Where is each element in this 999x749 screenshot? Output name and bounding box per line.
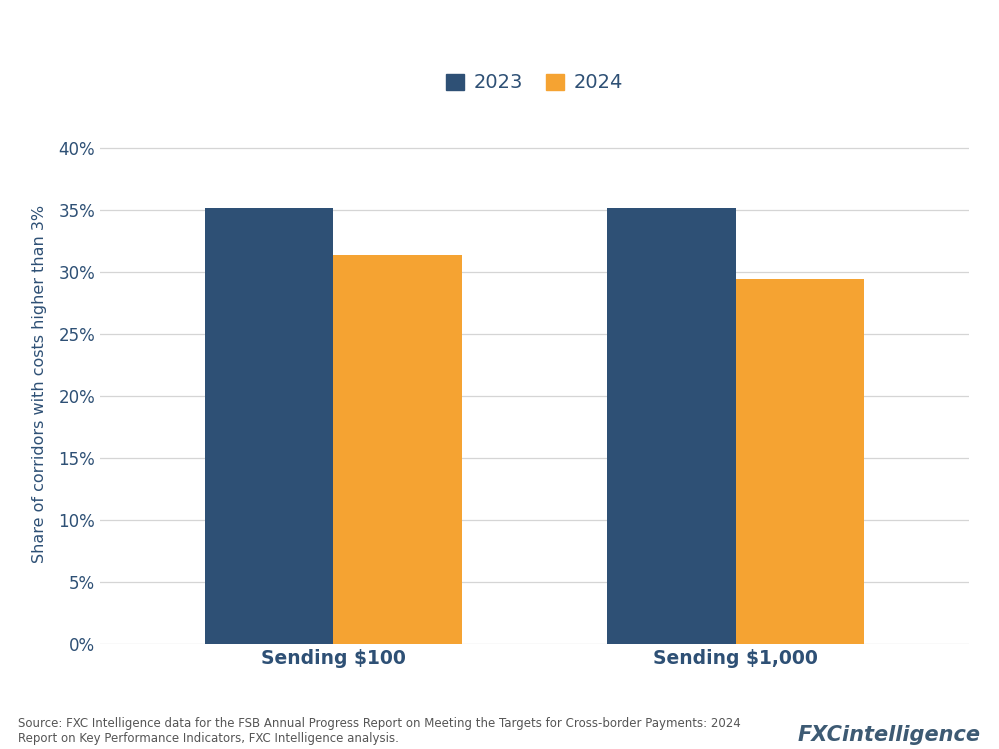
Y-axis label: Share of corridors with costs higher than 3%: Share of corridors with costs higher tha… <box>32 204 47 563</box>
Bar <box>735 279 864 644</box>
Text: Source: FXC Intelligence data for the FSB Annual Progress Report on Meeting the : Source: FXC Intelligence data for the FS… <box>18 718 740 745</box>
Bar <box>606 208 735 644</box>
Legend: 2023, 2024: 2023, 2024 <box>439 66 630 100</box>
Text: Less P2B payment corridors had >3% average costs in 2024: Less P2B payment corridors had >3% avera… <box>18 25 936 51</box>
Text: Share of P2B corridors above the 2027 cost maximum of 3% globally: Share of P2B corridors above the 2027 co… <box>18 83 620 101</box>
Bar <box>205 208 334 644</box>
Text: FXCintelligence: FXCintelligence <box>798 725 981 745</box>
Bar <box>334 255 462 644</box>
